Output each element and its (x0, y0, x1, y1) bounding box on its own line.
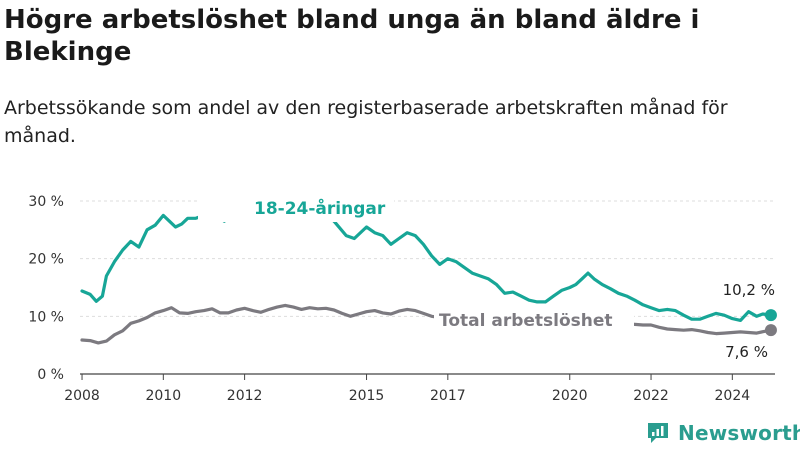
x-axis: 2008 2010 2012 2015 2017 2020 2022 2024 (64, 374, 750, 404)
x-tick-label: 2020 (552, 388, 588, 404)
brand-logo: Newsworthy (646, 419, 800, 447)
series-layer (80, 200, 773, 345)
end-point-youth (764, 309, 777, 322)
series-line-youth (80, 200, 773, 322)
end-label-youth: 10,2 % (723, 281, 775, 299)
x-tick-label: 2015 (349, 388, 385, 404)
label-halo (198, 192, 394, 222)
x-tick-label: 2008 (64, 388, 100, 404)
x-tick-label: 2022 (633, 388, 669, 404)
x-tick-label: 2012 (227, 388, 263, 404)
x-tick-label: 2010 (145, 388, 181, 404)
x-tick-label: 2024 (715, 388, 751, 404)
series-line-total (80, 303, 773, 345)
newsworthy-logo-icon (648, 423, 668, 443)
annotation-layer: 18-24-åringar Total arbetslöshet 10,2 % 7,6… (198, 192, 777, 361)
page-subtitle: Arbetssökande som andel av den registerb… (4, 97, 728, 147)
label-halo (434, 304, 634, 332)
x-tick-label: 2017 (430, 388, 466, 404)
series-label-total: Total arbetslöshet (439, 311, 613, 331)
page-title: Högre arbetslöshet bland unga än bland ä… (4, 5, 700, 67)
y-tick-label: 30 % (28, 194, 64, 210)
y-tick-label: 0 % (37, 367, 64, 383)
end-label-total: 7,6 % (725, 343, 768, 361)
end-point-total (764, 324, 777, 337)
series-label-youth: 18-24-åringar (254, 197, 386, 219)
y-tick-label: 10 % (28, 309, 64, 325)
brand-name: Newsworthy (678, 421, 800, 445)
grid-lines (80, 200, 775, 375)
y-tick-label: 20 % (28, 252, 64, 268)
y-axis-tick-labels: 0 % 10 % 20 % 30 % (28, 194, 64, 383)
